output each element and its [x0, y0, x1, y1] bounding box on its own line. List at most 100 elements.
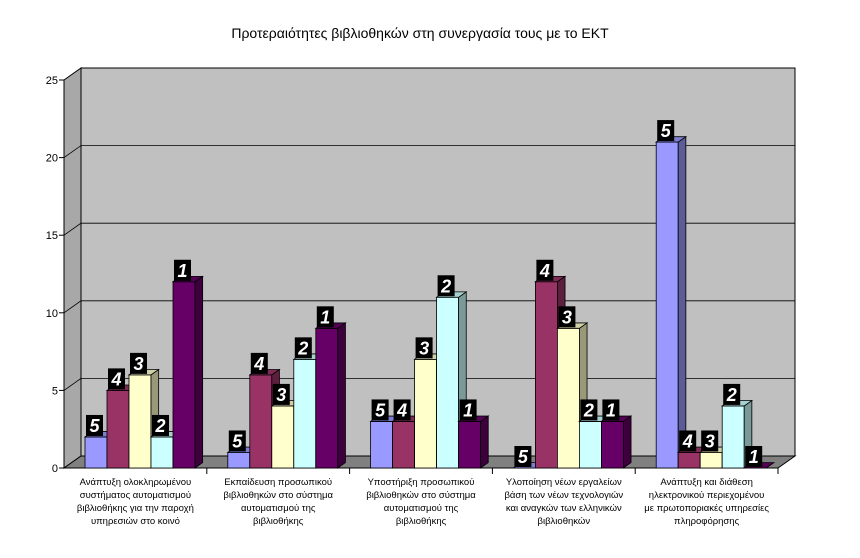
category-label: βιβλιοθηκών στο σύστημα — [223, 490, 333, 501]
rank-label: 4 — [110, 369, 121, 389]
rank-label: 5 — [661, 121, 672, 141]
category-label: συστήματος αυτοματισμού — [80, 490, 191, 501]
rank-label-box — [679, 430, 697, 452]
rank-label: 2 — [154, 416, 165, 436]
bar-front — [227, 452, 251, 469]
rank-label-box — [108, 368, 125, 390]
bar: 2 — [435, 275, 468, 469]
bar-side — [194, 275, 204, 469]
rank-label-box — [558, 306, 576, 328]
bar-front — [458, 421, 482, 469]
rank-label-box — [701, 430, 719, 452]
y-tick-label: 5 — [52, 385, 58, 397]
rank-label: 2 — [726, 385, 737, 405]
bar-front — [249, 374, 273, 469]
rank-label: 2 — [297, 338, 308, 358]
chart-title: Προτεραιότητες βιβλιοθηκών στη συνεργασί… — [231, 25, 609, 41]
category-label: βιβλιοθήκης — [253, 516, 304, 527]
rank-label-box — [580, 399, 598, 421]
rank-label-box — [228, 430, 246, 452]
rank-label-box — [130, 352, 147, 374]
category-label: βάση των νέων τεχνολογιών — [504, 490, 623, 501]
rank-label: 4 — [396, 400, 407, 420]
rank-label: 1 — [606, 400, 616, 420]
rank-label-box — [657, 120, 675, 142]
y-tick-label: 10 — [46, 308, 58, 320]
category-label: Υποστήριξη προσωπικού — [368, 477, 475, 488]
rank-label-box — [536, 259, 554, 281]
rank-label: 3 — [705, 431, 715, 451]
rank-label-box — [294, 337, 312, 359]
category-label: υπηρεσιών στο κοινό — [91, 516, 180, 527]
rank-label-box — [371, 399, 389, 421]
bar-side — [623, 415, 632, 469]
bar: 1 — [171, 259, 204, 469]
rank-label-box — [250, 352, 268, 374]
bar-front — [699, 452, 723, 469]
category-label: Ανάπτυξη ολοκληρωμένου — [80, 477, 192, 488]
rank-label: 4 — [539, 261, 550, 281]
rank-label: 3 — [419, 338, 429, 358]
rank-label-box — [602, 399, 620, 421]
rank-label: 3 — [276, 385, 286, 405]
category-label: αυτοματισμού της — [241, 503, 316, 514]
bar-front — [150, 436, 174, 469]
category-label: Ανάπτυξη και διάθεση — [660, 477, 753, 488]
bar-front — [172, 281, 196, 469]
rank-label: 4 — [682, 431, 693, 451]
bar-front — [436, 296, 460, 469]
bar-front — [392, 421, 416, 469]
gridline — [63, 222, 795, 236]
rank-label-box — [152, 414, 169, 436]
bar-front — [579, 421, 602, 469]
category-label: Εκπαίδευση προσωπικού — [224, 477, 332, 488]
bar-front — [106, 389, 130, 469]
rank-label-box — [393, 399, 411, 421]
rank-label: 2 — [583, 400, 594, 420]
rank-label: 5 — [375, 400, 386, 420]
bar-side — [677, 135, 687, 469]
bar-front — [271, 405, 295, 469]
y-tick-label: 0 — [52, 463, 58, 475]
rank-label: 3 — [133, 354, 143, 374]
y-tick-label: 15 — [46, 230, 58, 242]
gridline — [63, 145, 795, 158]
bar-front — [293, 358, 317, 469]
rank-label-box — [415, 337, 433, 359]
bar-front — [721, 405, 745, 469]
bar-side — [480, 415, 489, 469]
rank-label: 1 — [463, 400, 473, 420]
bar-front — [677, 452, 701, 469]
bar-front — [414, 358, 438, 469]
rank-label-box — [316, 306, 334, 328]
category-label: πληροφόρησης — [674, 516, 740, 527]
rank-label: 1 — [749, 447, 759, 467]
category-label: Υλοποίηση νέων εργαλείων — [506, 477, 622, 488]
plot-side-wall — [63, 67, 82, 469]
bar-front — [601, 421, 624, 469]
bar-front — [655, 141, 679, 469]
category-label: βιβλιοθήκης για την παροχή — [77, 503, 194, 514]
category-label: και αναγκών των ελληνικών — [506, 503, 622, 514]
bar-side — [337, 322, 346, 469]
rank-label-box — [459, 399, 477, 421]
rank-label: 5 — [232, 431, 243, 451]
category-label: βιβλιοθήκης — [396, 516, 447, 527]
bar-front — [535, 281, 558, 469]
rank-label-box — [174, 259, 191, 281]
rank-label: 5 — [518, 447, 529, 467]
category-label: αυτοματισμού της — [384, 503, 459, 514]
bar: 1 — [600, 399, 633, 469]
bar: 5 — [654, 120, 688, 469]
bar-front — [315, 327, 339, 469]
rank-label: 1 — [177, 261, 187, 281]
rank-label: 3 — [562, 307, 572, 327]
bar: 1 — [742, 446, 776, 469]
category-label: ηλεκτρονικού περιεχομένου — [649, 490, 765, 501]
rank-label-box — [723, 383, 741, 405]
bar: 1 — [314, 306, 347, 469]
category-label: με πρωτοποριακές υπηρεσίες — [644, 503, 769, 514]
rank-label-box — [745, 446, 763, 467]
rank-label: 5 — [89, 416, 100, 436]
